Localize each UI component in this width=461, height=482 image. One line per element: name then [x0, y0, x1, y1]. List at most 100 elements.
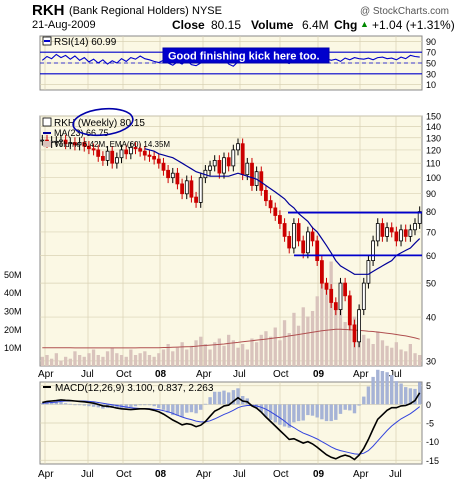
- volume-bar: [227, 334, 231, 366]
- macd-tick-label: -5: [426, 419, 434, 429]
- price-candle: [217, 159, 222, 174]
- macd-histogram-bar: [77, 404, 82, 406]
- volume-bar: [59, 360, 63, 366]
- macd-legend-label: MACD(12,26,9) 3.100, 0.837, 2.263: [55, 383, 214, 394]
- macd-histogram-bar: [334, 404, 338, 420]
- close-label: Close: [172, 18, 205, 32]
- macd-histogram-bar: [399, 383, 403, 405]
- volume-bar: [96, 355, 100, 366]
- volume-bar: [138, 353, 142, 366]
- volume-bar: [175, 347, 180, 366]
- price-candle: [273, 207, 278, 216]
- price-candle: [175, 172, 180, 185]
- price-x-label: Apr: [353, 369, 369, 380]
- price-x-label: Oct: [273, 369, 289, 380]
- volume-bar: [296, 325, 301, 366]
- price-candle: [212, 159, 217, 167]
- macd-histogram-bar: [157, 404, 161, 408]
- macd-histogram-bar: [366, 386, 371, 405]
- price-candle: [189, 180, 194, 198]
- volume-bar: [404, 351, 408, 366]
- rsi-legend-label: RSI(14) 60.99: [54, 37, 117, 48]
- macd-histogram-bar: [82, 404, 86, 406]
- macd-histogram-bar: [63, 403, 68, 405]
- price-candle: [408, 229, 413, 237]
- macd-histogram-bar: [199, 404, 203, 410]
- macd-histogram-bar: [73, 404, 77, 406]
- volume-bar: [278, 340, 282, 366]
- price-candle: [343, 282, 348, 297]
- volume-legend-label: Volume 6.42M, EMA(60) 14.35M: [54, 140, 170, 149]
- price-candle: [357, 309, 362, 343]
- rsi-series-line: [41, 53, 420, 67]
- price-candle: [263, 189, 268, 202]
- exchange-label: NYSE: [192, 5, 222, 17]
- ma-23-line: [144, 148, 421, 275]
- macd-histogram-bar: [185, 404, 189, 413]
- volume-bar: [208, 349, 212, 366]
- volume-bar: [418, 355, 422, 366]
- price-candle: [296, 223, 301, 242]
- volume-label: Volume: [251, 18, 294, 32]
- volume-bar: [231, 340, 235, 366]
- macd-x-label: Apr: [196, 469, 212, 480]
- price-candle: [371, 240, 376, 261]
- price-tick-label: 150: [426, 112, 441, 122]
- price-tick-label: 120: [426, 145, 441, 155]
- macd-histogram-bar: [40, 403, 45, 405]
- price-candle: [194, 196, 199, 203]
- price-tick-label: 50: [426, 279, 436, 289]
- price-candle: [119, 149, 124, 159]
- price-candle: [240, 143, 245, 175]
- price-candle: [54, 140, 59, 143]
- price-candle: [333, 302, 338, 311]
- company-name: (Bank Regional Holders): [69, 5, 189, 17]
- price-candle: [147, 154, 152, 157]
- macd-histogram-bar: [59, 402, 63, 405]
- volume-bar: [385, 345, 389, 366]
- volume-legend-swatch: [43, 141, 51, 147]
- macd-x-label: Apr: [38, 469, 54, 480]
- price-candle: [77, 142, 82, 146]
- price-candle: [250, 162, 254, 186]
- price-candle: [184, 180, 189, 195]
- macd-histogram-bar: [217, 391, 222, 405]
- volume-bar: [320, 270, 324, 366]
- macd-histogram-bar: [320, 404, 324, 420]
- volume-bar: [143, 351, 147, 366]
- volume-bar: [82, 356, 86, 366]
- macd-histogram-bar: [292, 404, 296, 423]
- macd-histogram-bar: [390, 375, 394, 405]
- price-candle: [385, 227, 390, 237]
- volume-bar: [399, 349, 403, 366]
- volume-value: 6.4M: [302, 18, 329, 32]
- macd-histogram-bar: [371, 376, 375, 405]
- volume-bar: [152, 356, 156, 366]
- volume-bar: [376, 331, 380, 366]
- macd-histogram-bar: [133, 404, 138, 407]
- volume-bar: [334, 305, 338, 366]
- price-candle: [291, 223, 296, 249]
- macd-histogram-bar: [129, 404, 133, 408]
- price-candle: [324, 282, 329, 290]
- rsi-tick-label: 10: [426, 80, 436, 90]
- price-candle: [231, 149, 236, 167]
- price-legend-box: [42, 117, 52, 127]
- volume-bar: [68, 358, 72, 366]
- volume-bar: [54, 353, 58, 366]
- macd-histogram-bar: [189, 404, 194, 413]
- macd-histogram-bar: [138, 404, 142, 406]
- volume-bar: [236, 347, 240, 366]
- price-candle: [347, 295, 352, 326]
- volume-bar: [301, 307, 305, 366]
- macd-histogram-bar: [278, 404, 282, 425]
- price-x-label: Jul: [81, 369, 94, 380]
- price-tick-label: 30: [426, 356, 436, 366]
- price-candle: [394, 231, 399, 242]
- price-candle: [40, 139, 45, 142]
- chg-label: Chg: [334, 18, 358, 32]
- macd-tick-label: 0: [426, 400, 431, 410]
- macd-x-label: 08: [155, 469, 167, 480]
- volume-bar: [269, 336, 273, 366]
- price-candle: [282, 223, 287, 237]
